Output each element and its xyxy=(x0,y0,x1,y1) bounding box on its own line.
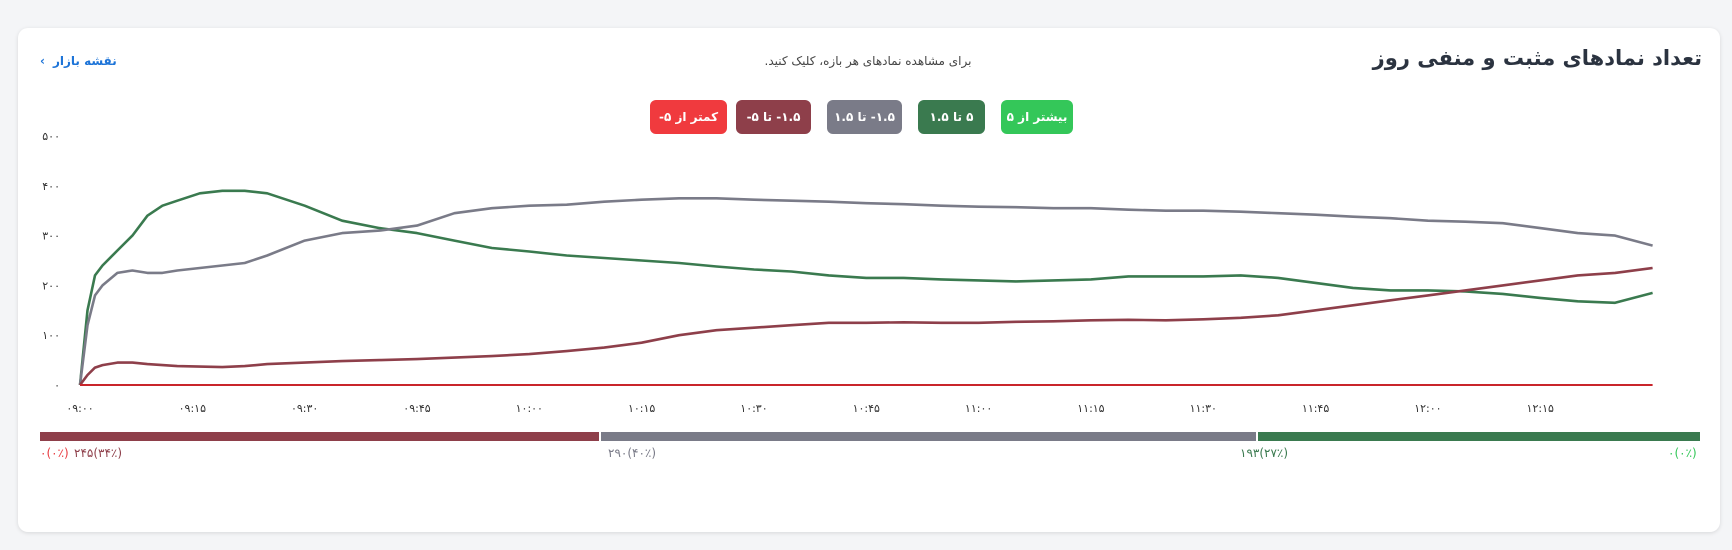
market-map-link[interactable]: نقشه بازار › xyxy=(40,54,117,68)
strong-negative-count[interactable]: ۰(۰٪) xyxy=(40,446,69,460)
strong-positive-count[interactable]: ۰(۰٪) xyxy=(1668,446,1697,460)
positive-count[interactable]: ۱۹۳(۲۷٪) xyxy=(1240,446,1289,460)
legend-more-than-5-button[interactable]: بیشتر از ۵ xyxy=(1001,100,1073,134)
x-tick-label: ۰۹:۳۰ xyxy=(291,402,318,415)
distribution-segment-neutral[interactable] xyxy=(598,432,1257,441)
legend-label: ۱.۵- تا ۵- xyxy=(746,110,801,124)
legend-minus-5-to-minus-1.5-button[interactable]: ۱.۵- تا ۵- xyxy=(736,100,811,134)
x-tick-label: ۱۱:۴۵ xyxy=(1302,402,1329,415)
x-tick-label: ۱۰:۴۵ xyxy=(853,402,880,415)
page-title: تعداد نمادهای مثبت و منفی روز xyxy=(1372,46,1702,70)
series-line-0[interactable] xyxy=(78,189,1653,386)
x-tick-label: ۱۱:۰۰ xyxy=(965,402,992,415)
x-tick-label: ۱۰:۱۵ xyxy=(628,402,655,415)
chart-card: تعداد نمادهای مثبت و منفی روز برای مشاهد… xyxy=(18,28,1720,532)
chart-hint: برای مشاهده نمادهای هر بازه، کلیک کنید. xyxy=(764,54,972,68)
x-axis: ۰۹:۰۰ ۰۹:۱۵ ۰۹:۳۰ ۰۹:۴۵ ۱۰:۰۰ ۱۰:۱۵ ۱۰:۳۰ ۱۰:۴۵… xyxy=(66,402,1554,415)
legend-label: بیشتر از ۵ xyxy=(1006,110,1068,124)
y-tick-label: ۴۰۰ xyxy=(42,180,60,193)
distribution-segment-positive[interactable] xyxy=(1256,432,1700,441)
x-tick-label: ۰۹:۱۵ xyxy=(179,402,206,415)
y-tick-label: ۲۰۰ xyxy=(42,279,60,292)
distribution-segment-negative[interactable] xyxy=(40,432,599,441)
market-map-label: نقشه بازار xyxy=(52,54,117,68)
x-tick-label: ۱۱:۳۰ xyxy=(1190,402,1217,415)
legend-label: ۱.۵- تا ۱.۵ xyxy=(834,110,895,124)
legend-less-than-minus-5-button[interactable]: کمتر از ۵- xyxy=(650,100,727,134)
legend-label: کمتر از ۵- xyxy=(658,110,719,124)
legend-1.5-to-5-button[interactable]: ۵ تا ۱.۵ xyxy=(918,100,985,134)
distribution-bar xyxy=(40,432,1700,441)
x-tick-label: ۱۲:۱۵ xyxy=(1527,402,1554,415)
legend-neutral-button[interactable]: ۱.۵- تا ۱.۵ xyxy=(827,100,902,134)
negative-count[interactable]: ۲۴۵(۳۴٪) xyxy=(74,446,123,460)
legend-label: ۵ تا ۱.۵ xyxy=(929,110,974,124)
y-tick-label: ۳۰۰ xyxy=(42,230,60,243)
chevron-right-icon: › xyxy=(40,54,45,68)
x-tick-label: ۱۱:۱۵ xyxy=(1077,402,1104,415)
y-tick-label: ۰ xyxy=(54,379,60,392)
x-tick-label: ۱۰:۰۰ xyxy=(516,402,543,415)
range-legend: بیشتر از ۵ ۵ تا ۱.۵ ۱.۵- تا ۱.۵ ۱.۵- تا … xyxy=(650,100,1110,134)
x-tick-label: ۱۲:۰۰ xyxy=(1414,402,1441,415)
x-tick-label: ۰۹:۴۵ xyxy=(403,402,430,415)
series-line-1[interactable] xyxy=(78,197,1653,386)
series-line-2[interactable] xyxy=(78,266,1653,386)
y-axis: ۰ ۱۰۰ ۲۰۰ ۳۰۰ ۴۰۰ ۵۰۰ xyxy=(42,130,60,392)
x-tick-label: ۰۹:۰۰ xyxy=(66,402,93,415)
chart-series xyxy=(78,189,1653,386)
y-tick-label: ۵۰۰ xyxy=(42,130,60,143)
y-tick-label: ۱۰۰ xyxy=(42,329,60,342)
neutral-count[interactable]: ۲۹۰(۴۰٪) xyxy=(608,446,657,460)
x-tick-label: ۱۰:۳۰ xyxy=(740,402,767,415)
line-chart: ۰ ۱۰۰ ۲۰۰ ۳۰۰ ۴۰۰ ۵۰۰ ۰۹:۰۰ ۰۹:۱۵ ۰۹:۳۰ ۰۹:۴۵ ۱۰:… xyxy=(42,130,1653,415)
